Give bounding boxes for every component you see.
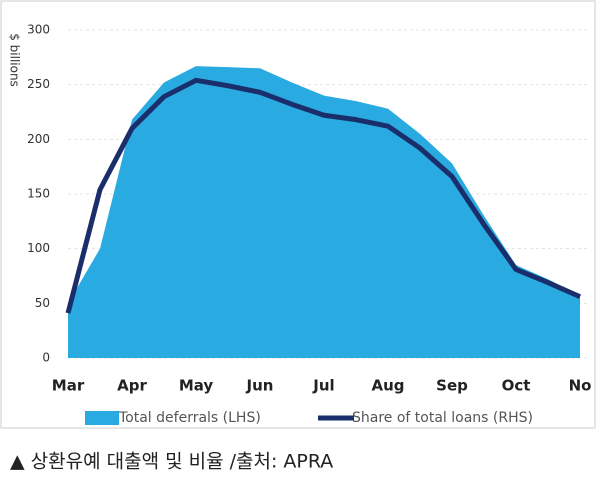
chart-frame (0, 0, 596, 429)
y-tick-label: 100 (27, 241, 50, 255)
y-tick-label: 50 (35, 296, 50, 310)
x-tick-label: Jul (312, 377, 334, 395)
legend-swatch (85, 411, 119, 425)
line (65, 77, 582, 314)
x-tick-label: Sep (436, 377, 468, 395)
y-axis-label: $ billions (8, 33, 22, 87)
x-tick-label: No (569, 377, 592, 395)
x-tick-label: Aug (371, 377, 404, 395)
legend-label: Total deferrals (LHS) (118, 410, 261, 426)
area (68, 66, 580, 358)
x-tick-label: Oct (502, 377, 531, 395)
x-tick-label: May (179, 377, 214, 395)
x-tick-label: Apr (117, 377, 147, 395)
y-tick-label: 250 (27, 77, 50, 91)
y-tick-label: 200 (27, 132, 50, 146)
x-tick-label: Mar (52, 377, 85, 395)
caption: ▲ 상환유예 대출액 및 비율 /출처: APRA (10, 451, 333, 473)
y-tick-label: 0 (42, 351, 50, 365)
x-tick-label: Jun (246, 377, 274, 395)
y-tick-label: 150 (27, 187, 50, 201)
y-tick-label: 300 (27, 23, 50, 37)
legend-label: Share of total loans (RHS) (352, 410, 533, 426)
